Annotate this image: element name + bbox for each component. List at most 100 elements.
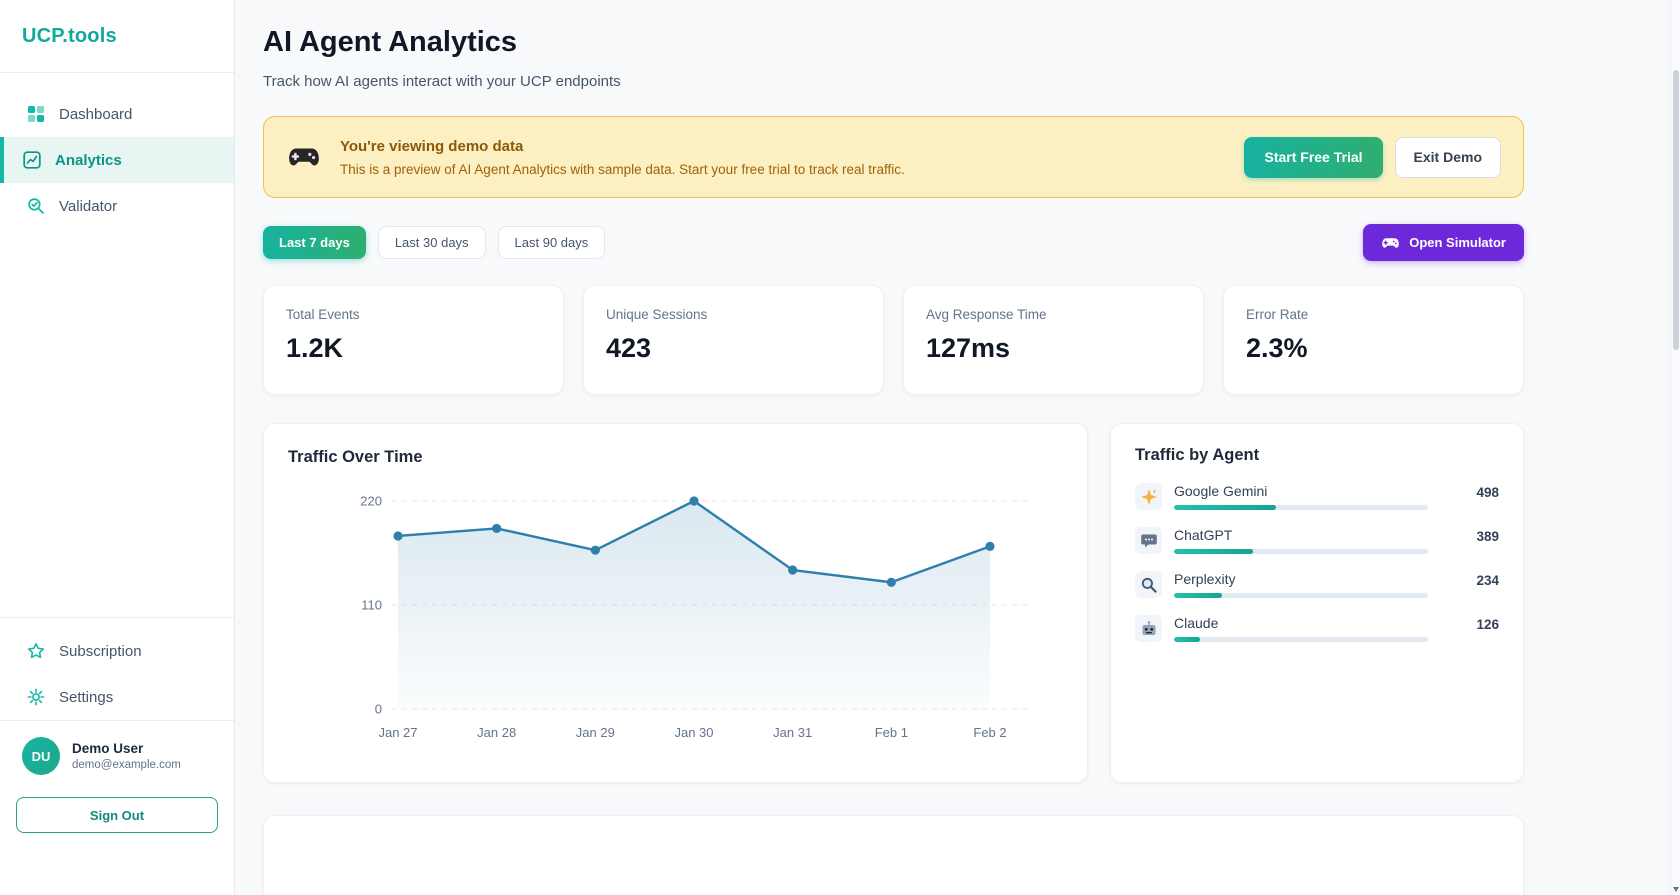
agent-name: Claude [1174, 615, 1219, 631]
start-free-trial-button[interactable]: Start Free Trial [1244, 136, 1383, 178]
agent-value: 389 [1476, 529, 1499, 544]
stat-label: Unique Sessions [606, 307, 708, 322]
dashboard-grid-icon [26, 105, 45, 124]
agent-name: Google Gemini [1174, 483, 1268, 499]
analytics-chart-icon [22, 151, 41, 170]
agent-mid: Perplexity [1174, 571, 1429, 598]
svg-text:Jan 30: Jan 30 [674, 725, 713, 740]
stat-label: Avg Response Time [926, 307, 1047, 322]
agent-row-google-gemini: Google Gemini 498 [1135, 483, 1499, 510]
stat-card-unique-sessions: Unique Sessions 423 [583, 285, 884, 395]
open-simulator-label: Open Simulator [1409, 235, 1506, 250]
agent-list: Google Gemini 498 ChatGPT 389 [1135, 483, 1499, 642]
chart-title: Traffic by Agent [1135, 446, 1260, 464]
sidebar-item-label: Dashboard [59, 105, 133, 123]
stat-card-avg-response-time: Avg Response Time 127ms [903, 285, 1204, 395]
traffic-by-agent-card: Traffic by Agent Google Gemini 498 [1110, 423, 1524, 783]
sidebar-item-label: Subscription [59, 642, 142, 660]
agent-bar-fill [1174, 505, 1276, 510]
main-nav: Dashboard Analytics Validator [0, 91, 234, 229]
svg-text:Jan 31: Jan 31 [773, 725, 812, 740]
scrollbar-thumb[interactable] [1673, 70, 1679, 350]
sign-out-button[interactable]: Sign Out [16, 797, 218, 833]
traffic-over-time-card: Traffic Over Time 0 110 220 Jan 27 Jan 28 Jan… [263, 423, 1088, 783]
agent-bar-track [1174, 637, 1429, 642]
stat-value: 423 [606, 333, 652, 363]
sidebar-spacer [0, 229, 234, 617]
agent-value: 126 [1476, 617, 1499, 632]
sidebar-item-settings[interactable]: Settings [0, 674, 234, 720]
user-email: demo@example.com [72, 759, 181, 771]
agent-bar-fill [1174, 637, 1200, 642]
range-last-90-days[interactable]: Last 90 days [497, 226, 606, 259]
range-last-30-days[interactable]: Last 30 days [377, 226, 486, 259]
agent-name: ChatGPT [1174, 527, 1233, 543]
app-logo[interactable]: UCP.tools [22, 24, 117, 47]
sidebar: UCP.tools Dashboard Analytics Validator [0, 0, 235, 895]
agent-row-chatgpt: ChatGPT 389 [1135, 527, 1499, 554]
sidebar-item-dashboard[interactable]: Dashboard [0, 91, 234, 137]
stats-row: Total Events 1.2K Unique Sessions 423 Av… [263, 285, 1524, 395]
svg-text:Jan 27: Jan 27 [378, 725, 417, 740]
charts-row: Traffic Over Time 0 110 220 Jan 27 Jan 28 Jan… [263, 423, 1524, 783]
range-last-7-days[interactable]: Last 7 days [263, 226, 366, 259]
agent-mid: Google Gemini [1174, 483, 1429, 510]
exit-demo-button[interactable]: Exit Demo [1394, 136, 1501, 178]
user-name: Demo User [72, 741, 144, 756]
page-title: AI Agent Analytics [263, 26, 518, 58]
agent-mid: Claude [1174, 615, 1429, 642]
svg-text:Feb 1: Feb 1 [875, 725, 908, 740]
banner-actions: Start Free Trial Exit Demo [1244, 136, 1501, 178]
svg-text:Jan 28: Jan 28 [477, 725, 516, 740]
page-subtitle: Track how AI agents interact with your U… [263, 73, 621, 90]
chart-title: Traffic Over Time [288, 448, 423, 466]
gamepad-icon [286, 145, 322, 169]
chat-bubble-icon [1135, 527, 1162, 554]
sidebar-item-subscription[interactable]: Subscription [0, 628, 234, 674]
stat-value: 2.3% [1246, 333, 1308, 363]
svg-text:Jan 29: Jan 29 [576, 725, 615, 740]
secondary-nav: Subscription Settings [0, 617, 234, 720]
agent-bar-track [1174, 549, 1429, 554]
agent-value: 234 [1476, 573, 1499, 588]
stat-label: Error Rate [1246, 307, 1309, 322]
sidebar-item-validator[interactable]: Validator [0, 183, 234, 229]
date-range-pills: Last 7 days Last 30 days Last 90 days [263, 226, 606, 259]
logo-block: UCP.tools [0, 0, 234, 73]
scrollbar-down-arrow[interactable] [1671, 883, 1680, 895]
sidebar-item-label: Analytics [55, 151, 122, 169]
gamepad-small-icon [1381, 236, 1400, 250]
agent-row-claude: Claude 126 [1135, 615, 1499, 642]
traffic-line-chart: 0 110 220 Jan 27 Jan 28 Jan 29 Jan 30 Jan 31 Feb… [360, 494, 1032, 740]
stat-card-total-events: Total Events 1.2K [263, 285, 564, 395]
robot-icon [1135, 615, 1162, 642]
demo-data-banner: You're viewing demo data This is a previ… [263, 116, 1524, 198]
gear-icon [26, 688, 45, 707]
main-content: AI Agent Analytics Track how AI agents i… [235, 0, 1680, 895]
agent-bar-fill [1174, 593, 1222, 598]
open-simulator-button[interactable]: Open Simulator [1363, 224, 1524, 261]
agent-bar-track [1174, 593, 1429, 598]
next-section-card-partial [263, 815, 1524, 895]
line-chart-area: 0 110 220 Jan 27 Jan 28 Jan 29 Jan 30 Jan 31 Feb… [288, 481, 1063, 754]
magnifier-icon [1135, 571, 1162, 598]
stat-value: 127ms [926, 333, 1011, 363]
validator-search-icon [26, 197, 45, 216]
stat-value: 1.2K [286, 333, 344, 363]
svg-text:110: 110 [361, 598, 382, 613]
banner-title: You're viewing demo data [340, 137, 524, 155]
agent-mid: ChatGPT [1174, 527, 1429, 554]
vertical-scrollbar[interactable] [1670, 0, 1680, 895]
banner-text: You're viewing demo data This is a previ… [340, 138, 905, 177]
sparkle-icon [1135, 483, 1162, 510]
svg-text:Feb 2: Feb 2 [973, 725, 1006, 740]
sidebar-item-label: Validator [59, 197, 118, 215]
agent-bar-fill [1174, 549, 1254, 554]
agent-row-perplexity: Perplexity 234 [1135, 571, 1499, 598]
stat-card-error-rate: Error Rate 2.3% [1223, 285, 1524, 395]
stat-label: Total Events [286, 307, 360, 322]
user-block: DU Demo User demo@example.com [0, 720, 234, 791]
agent-bar-track [1174, 505, 1429, 510]
agent-name: Perplexity [1174, 571, 1236, 587]
sidebar-item-analytics[interactable]: Analytics [0, 137, 234, 183]
